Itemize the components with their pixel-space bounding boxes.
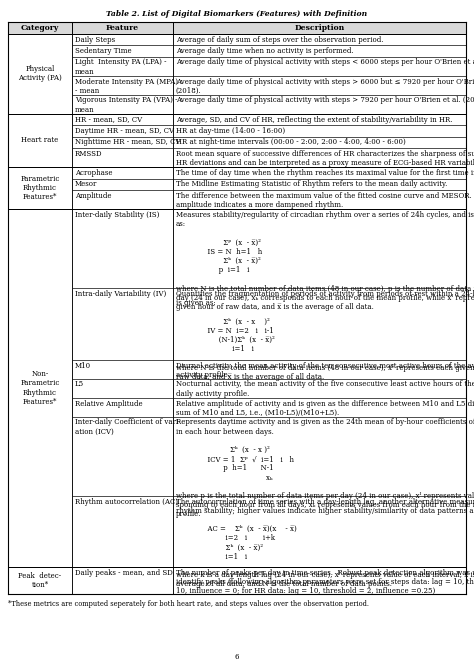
Bar (173, 190, 466, 209)
Bar (8, 209, 72, 567)
Text: Inter-daily Coefficient of vari-
ation (ICV): Inter-daily Coefficient of vari- ation (… (75, 418, 181, 436)
Bar (72, 190, 173, 209)
Text: Average daily time of physical activity with steps > 7920 per hour O'Brien et al: Average daily time of physical activity … (176, 97, 474, 104)
Text: Average daily time of physical activity with steps > 6000 but ≤ 7920 per hour O': Average daily time of physical activity … (176, 77, 474, 95)
Text: Daily Steps: Daily Steps (75, 36, 115, 44)
Text: 6: 6 (235, 653, 239, 661)
Bar (72, 148, 173, 167)
Text: Non-
Parametric
Rhythmic
Features*: Non- Parametric Rhythmic Features* (20, 370, 60, 406)
Bar (8, 167, 72, 209)
Bar (173, 167, 466, 178)
Bar (173, 95, 466, 114)
Text: Light  Intensity PA (LPA) -
mean: Light Intensity PA (LPA) - mean (75, 59, 167, 76)
Bar (173, 178, 466, 190)
Text: Daily peaks - mean, and SD: Daily peaks - mean, and SD (75, 569, 173, 577)
Text: Heart rate: Heart rate (21, 136, 59, 144)
Bar (173, 125, 466, 137)
Bar (173, 75, 466, 95)
Bar (173, 56, 466, 75)
Bar (72, 45, 173, 56)
Bar (72, 56, 173, 75)
Text: Intra-daily Variability (IV): Intra-daily Variability (IV) (75, 290, 166, 298)
Text: The autocorrelation of time series with a day-length lag, another alternative me: The autocorrelation of time series with … (176, 498, 474, 588)
Text: Measures stability/regularity of circadian rhythm over a series of 24h cycles, a: Measures stability/regularity of circadi… (176, 211, 474, 311)
Text: The time of day time when the rhythm reaches its maximal value for the first tim: The time of day time when the rhythm rea… (176, 169, 474, 177)
Bar (72, 114, 173, 125)
Text: Physical
Activity (PA): Physical Activity (PA) (18, 65, 62, 82)
Text: Rhythm autocorrelation (AC): Rhythm autocorrelation (AC) (75, 498, 178, 506)
Bar (173, 288, 466, 360)
Text: Vigorous Intensity PA (VPA) -
mean: Vigorous Intensity PA (VPA) - mean (75, 97, 178, 114)
Bar (72, 125, 173, 137)
Text: Represents daytime activity and is given as the 24th mean of by-hour coefficient: Represents daytime activity and is given… (176, 418, 474, 518)
Bar (173, 22, 466, 34)
Bar (72, 22, 173, 34)
Text: Parametric
Rhythmic
Features*: Parametric Rhythmic Features* (20, 175, 60, 201)
Bar (8, 567, 72, 594)
Bar (8, 22, 72, 34)
Bar (72, 288, 173, 360)
Bar (8, 34, 72, 114)
Text: Average of daily sum of steps over the observation period.: Average of daily sum of steps over the o… (176, 36, 383, 44)
Text: Daytime HR - mean, SD, CV: Daytime HR - mean, SD, CV (75, 127, 174, 135)
Text: Root mean square of successive differences of HR characterizes the sharpness of : Root mean square of successive differenc… (176, 150, 474, 167)
Text: Average daily time of physical activity with steps < 6000 steps per hour O'Brien: Average daily time of physical activity … (176, 59, 474, 67)
Text: Peak  detec-
tion*: Peak detec- tion* (18, 572, 62, 589)
Text: Relative amplitude of activity and is given as the difference between M10 and L5: Relative amplitude of activity and is gi… (176, 399, 474, 416)
Bar (72, 178, 173, 190)
Text: Category: Category (21, 24, 59, 32)
Bar (173, 360, 466, 379)
Bar (173, 416, 466, 496)
Bar (173, 34, 466, 45)
Text: HR - mean, SD, CV: HR - mean, SD, CV (75, 116, 142, 124)
Bar (72, 167, 173, 178)
Text: L5: L5 (75, 381, 84, 389)
Bar (173, 148, 466, 167)
Text: Nocturnal activity, the mean activity of the five consecutive least active hours: Nocturnal activity, the mean activity of… (176, 381, 474, 398)
Text: Average daily time when no activity is performed.: Average daily time when no activity is p… (176, 47, 354, 55)
Text: The Midline Estimating Statistic of Rhythm refers to the mean daily activity.: The Midline Estimating Statistic of Rhyt… (176, 180, 447, 188)
Bar (72, 567, 173, 594)
Bar (72, 397, 173, 416)
Text: RMSSD: RMSSD (75, 150, 102, 158)
Text: The difference between the maximum value of the fitted cosine curve and MESOR. T: The difference between the maximum value… (176, 192, 474, 209)
Bar (72, 360, 173, 379)
Bar (173, 114, 466, 125)
Text: The number of peaks per day in time series.  Robust peak detection algorithm was: The number of peaks per day in time seri… (176, 569, 474, 596)
Bar (72, 95, 173, 114)
Text: Nighttime HR - mean, SD, CV: Nighttime HR - mean, SD, CV (75, 139, 181, 147)
Bar (72, 379, 173, 397)
Text: Diurnal activity, the mean activity of the ten consecutive most active hours of : Diurnal activity, the mean activity of t… (176, 362, 474, 379)
Text: Inter-daily Stability (IS): Inter-daily Stability (IS) (75, 211, 159, 219)
Text: Amplitude: Amplitude (75, 192, 111, 200)
Bar (72, 34, 173, 45)
Bar (72, 496, 173, 567)
Text: HR at day-time (14:00 - 16:00): HR at day-time (14:00 - 16:00) (176, 127, 285, 135)
Text: M10: M10 (75, 362, 91, 369)
Bar (72, 75, 173, 95)
Text: Quantifies the fragmentation of periods of activity from periods of rest within : Quantifies the fragmentation of periods … (176, 290, 474, 381)
Bar (72, 137, 173, 148)
Bar (72, 209, 173, 288)
Text: *These metrics are computed seperately for both heart rate, and steps values ove: *These metrics are computed seperately f… (8, 600, 369, 607)
Bar (173, 397, 466, 416)
Text: Average, SD, and CV of HR, reflecting the extent of stability/variability in HR.: Average, SD, and CV of HR, reflecting th… (176, 116, 452, 124)
Text: HR at night-time intervals (00:00 - 2:00, 2:00 - 4:00, 4:00 - 6:00): HR at night-time intervals (00:00 - 2:00… (176, 139, 406, 147)
Text: Relative Amplitude: Relative Amplitude (75, 399, 143, 407)
Bar (173, 209, 466, 288)
Bar (173, 137, 466, 148)
Text: Mesor: Mesor (75, 180, 98, 188)
Text: Feature: Feature (106, 24, 139, 32)
Text: Table 2. List of Digital Biomarkers (Features) with Definition: Table 2. List of Digital Biomarkers (Fea… (107, 10, 367, 18)
Text: Description: Description (294, 24, 345, 32)
Bar (173, 496, 466, 567)
Text: Acrophase: Acrophase (75, 169, 113, 177)
Text: Sedentary Time: Sedentary Time (75, 47, 132, 55)
Text: Moderate Intensity PA (MPA)
- mean: Moderate Intensity PA (MPA) - mean (75, 77, 178, 95)
Bar (8, 114, 72, 167)
Bar (72, 416, 173, 496)
Bar (173, 379, 466, 397)
Bar (173, 45, 466, 56)
Bar (173, 567, 466, 594)
